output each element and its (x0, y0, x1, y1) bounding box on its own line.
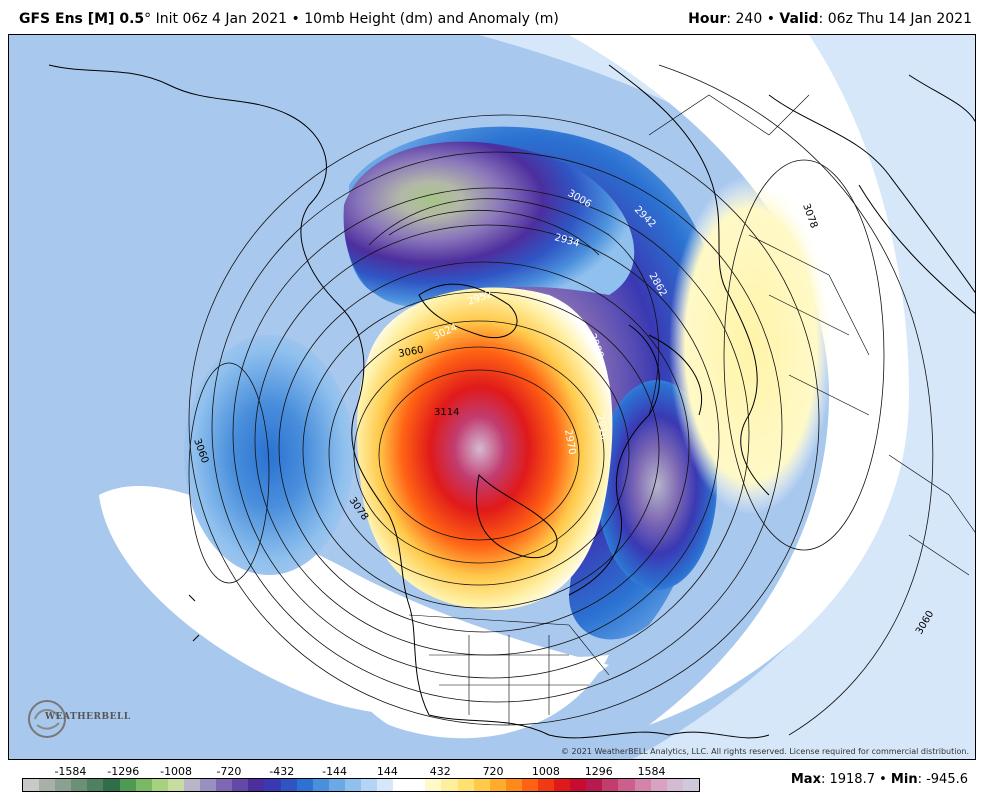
colorbar-cell (328, 779, 345, 791)
colorbar-cell (135, 779, 152, 791)
colorbar-cell (666, 779, 683, 791)
colorbar-cell (682, 779, 699, 791)
hour-label: Hour (688, 11, 727, 27)
valid-separator: • (766, 11, 775, 27)
colorbar-cell (264, 779, 281, 791)
copyright-notice: © 2021 WeatherBELL Analytics, LLC. All r… (561, 747, 969, 756)
colorbar-cell (570, 779, 587, 791)
anomaly-colorbar (22, 778, 700, 792)
colorbar-cell (377, 779, 394, 791)
product-name: 10mb Height (dm) and Anomaly (m) (304, 11, 559, 27)
colorbar-cell (586, 779, 603, 791)
contour-label: 2970 (562, 429, 577, 456)
negative-anomaly-pacific (184, 335, 354, 575)
colorbar-cell (183, 779, 201, 791)
colorbar-tick-label: -1296 (107, 765, 140, 778)
coastlines (48, 64, 975, 739)
logo-text: WEATHERBELL (45, 712, 131, 722)
colorbar-cell (312, 779, 329, 791)
colorbar-cell (618, 779, 635, 791)
colorbar-cell (425, 779, 442, 791)
neutral-field-us (335, 595, 609, 739)
colorbar-cell (650, 779, 667, 791)
colorbar-tick-label: -1584 (54, 765, 87, 778)
colorbar-tick-label: 144 (376, 765, 398, 778)
colorbar-cell (602, 779, 619, 791)
weatherbell-logo-mark (28, 700, 66, 738)
min-label: Min (890, 772, 918, 787)
map-title: GFS Ens [M] 0.5° Init 06z 4 Jan 2021 • 1… (19, 11, 559, 27)
colorbar-tick-label: 1296 (584, 765, 613, 778)
contour-label: 2916 (594, 414, 609, 441)
degree-symbol: ° (144, 11, 152, 27)
anomaly-map: 3006 2934 2862 3078 2952 3024 3060 3114 … (9, 35, 975, 759)
colorbar-cell (409, 779, 426, 791)
colorbar-cell (296, 779, 313, 791)
colorbar-cell (55, 779, 72, 791)
header: GFS Ens [M] 0.5° Init 06z 4 Jan 2021 • 1… (0, 0, 984, 34)
colorbar-cell (634, 779, 651, 791)
colorbar-cell (248, 779, 265, 791)
colorbar-cell (554, 779, 571, 791)
contour-label: 3060 (398, 345, 425, 360)
height-contours (188, 64, 934, 736)
colorbar-cell (167, 779, 184, 791)
colorbar-cell (87, 779, 104, 791)
colorbar-tick-label: 432 (429, 765, 451, 778)
neutral-field-east (569, 35, 909, 725)
model-name: GFS Ens [M] 0.5 (19, 11, 145, 27)
colorbar-cell (151, 779, 168, 791)
colorbar-tick-label: -1008 (160, 765, 193, 778)
valid-value: : 06z Thu 14 Jan 2021 (818, 11, 972, 27)
colorbar-cell (473, 779, 490, 791)
colorbar-cell (23, 779, 40, 791)
colorbar-cell (505, 779, 522, 791)
negative-anomaly-core (343, 141, 635, 307)
colorbar-tick-label: 720 (482, 765, 504, 778)
colorbar-tick-label: -432 (269, 765, 295, 778)
colorbar-tick-labels: -1584 -1296 -1008 -720 -432 -144 144 432 720 1008… (0, 765, 984, 779)
map-panel[interactable]: 3006 2934 2862 3078 2952 3024 3060 3114 … (8, 34, 976, 760)
colorbar-cell (103, 779, 120, 791)
colorbar-tick-label: 1008 (531, 765, 560, 778)
colorbar-cell (39, 779, 56, 791)
borders (408, 94, 975, 725)
max-label: Max (790, 772, 821, 787)
colorbar-cell (232, 779, 249, 791)
colorbar-cell (119, 779, 136, 791)
forecast-time: Hour: 240 • Valid: 06z Thu 14 Jan 2021 (688, 11, 972, 27)
min-value: : -945.6 (917, 772, 968, 787)
title-separator: • (291, 11, 300, 27)
colorbar-tick-label: 1584 (637, 765, 666, 778)
colorbar-cell (216, 779, 233, 791)
valid-label: Valid (779, 11, 819, 27)
contour-label: 3114 (434, 407, 459, 418)
colorbar-cell (344, 779, 361, 791)
colorbar-cell (441, 779, 458, 791)
weatherbell-logo: WEATHERBELL (25, 695, 130, 741)
colorbar-tick-label: -144 (322, 765, 348, 778)
colorbar-cell (538, 779, 555, 791)
colorbar-cell (457, 779, 474, 791)
colorbar-tick-label: -720 (216, 765, 242, 778)
positive-anomaly (357, 287, 613, 610)
colorbar-cell (393, 779, 410, 791)
hour-value: : 240 (726, 11, 763, 27)
max-min-separator: • (879, 772, 887, 787)
max-value: : 1918.7 (820, 772, 875, 787)
colorbar-cell (360, 779, 378, 791)
colorbar-cell (200, 779, 217, 791)
colorbar-cell (71, 779, 88, 791)
init-time: Init 06z 4 Jan 2021 (155, 11, 288, 27)
max-min-readout: Max: 1918.7 • Min: -945.6 (791, 772, 968, 787)
colorbar-cell (521, 779, 538, 791)
colorbar-cell (489, 779, 506, 791)
colorbar-cell (280, 779, 297, 791)
